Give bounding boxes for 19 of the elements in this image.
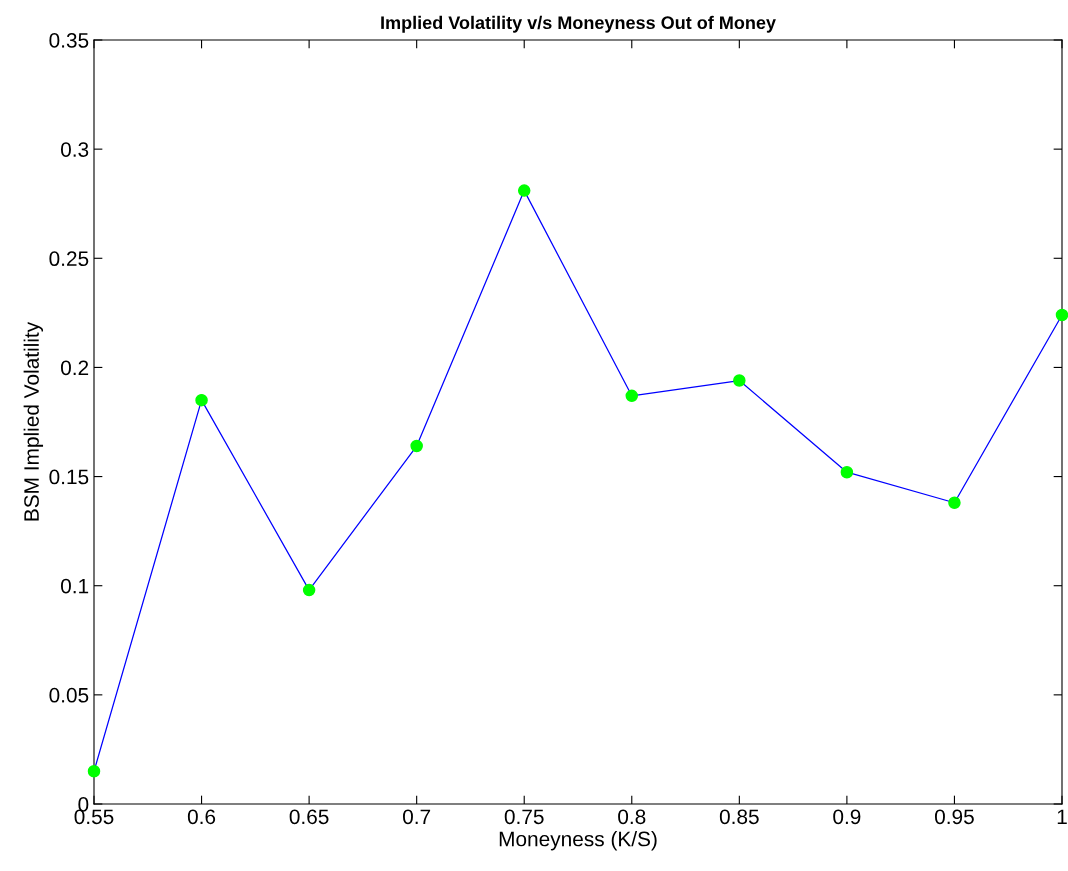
x-tick-label: 0.7: [403, 809, 431, 825]
y-tick-label: 0.35: [49, 33, 89, 48]
y-axis-title: BSM Implied Volatility: [23, 321, 44, 521]
x-tick-label: 0.6: [187, 809, 216, 825]
x-tick-label: 0.9: [833, 809, 861, 825]
y-tick-label: 0.3: [60, 142, 89, 157]
x-tick-label: 0.85: [719, 809, 759, 825]
x-tick-label: 0.8: [618, 809, 646, 825]
x-tick-label: 0.65: [289, 809, 329, 825]
x-axis-title: Moneyness (K/S): [499, 831, 657, 851]
x-tick-label: 0.75: [504, 809, 544, 825]
y-tick-label: 0.2: [60, 360, 89, 376]
y-tick-label: 0.05: [49, 687, 89, 703]
y-tick-label: 0.25: [49, 251, 89, 267]
y-tick-label: 0.15: [49, 469, 89, 485]
x-tick-label: 0.95: [934, 809, 974, 825]
y-tick-label: 0.1: [60, 578, 89, 594]
chart-title: Implied Volatility v/s Moneyness Out of Money: [381, 15, 776, 33]
x-tick-label: 1: [1057, 809, 1067, 824]
